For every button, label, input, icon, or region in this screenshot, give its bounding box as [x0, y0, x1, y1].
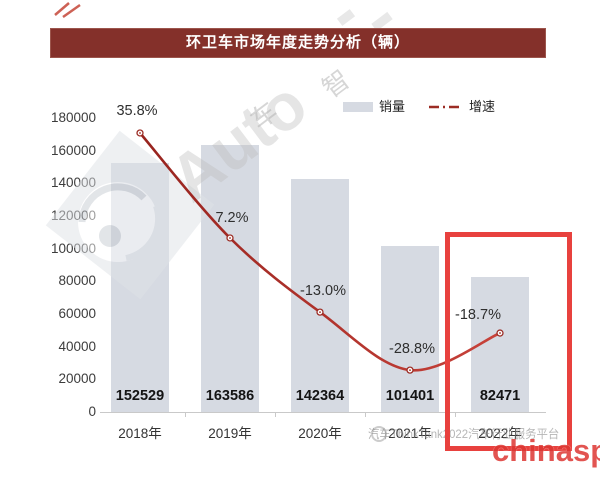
bar-value-label: 163586: [205, 388, 255, 404]
legend-growth-label: 增速: [469, 99, 496, 114]
y-axis-tick-label: 20000: [58, 371, 96, 387]
y-axis-tick-label: 160000: [50, 142, 96, 158]
red-logo-fragment-icon: [54, 2, 81, 19]
cn-watermark-char-2: 智: [316, 63, 356, 104]
strip-logo-icon: [371, 426, 387, 442]
watermark-fragment: [336, 9, 356, 26]
y-axis-tick-label: 40000: [58, 338, 96, 354]
x-axis-label-2020年: 2020年: [298, 426, 342, 441]
y-axis-tick-label: 60000: [58, 306, 96, 321]
y-axis-tick-label: 180000: [50, 110, 96, 125]
chart-title: 环卫车市场年度走势分析（辆）: [50, 28, 546, 58]
legend-growth-swatch-icon: [429, 101, 464, 113]
x-axis-label-2019年: 2019年: [208, 426, 252, 441]
growth-point-label: -28.8%: [389, 341, 435, 358]
x-axis-label-2018年: 2018年: [118, 426, 162, 441]
legend-sales-label: 销量: [379, 99, 406, 114]
x-axis-tick: [455, 413, 456, 417]
y-axis-tick-label: 80000: [58, 273, 96, 289]
bar-value-label: 82471: [479, 388, 521, 404]
bar-value-label: 101401: [385, 388, 435, 404]
bottom-watermark-text: 汽车ThinkTank2022汽车行业服务平台: [368, 427, 560, 441]
legend-sales-swatch-icon: [343, 102, 373, 112]
x-axis-label-2022年: 2022年: [478, 426, 522, 441]
bar-value-label: 152529: [115, 388, 165, 404]
bar-value-label: 142364: [295, 388, 345, 404]
x-axis-line: [100, 412, 546, 413]
x-axis-tick: [185, 413, 186, 417]
chinaspv-watermark-text: chinaspv: [492, 433, 600, 468]
growth-point-label: 7.2%: [215, 209, 249, 226]
highlight-box-2022: [445, 232, 572, 451]
y-axis-tick-label: 0: [88, 404, 96, 419]
growth-point-label: -13.0%: [300, 283, 346, 300]
legend: 销量 增速: [343, 99, 496, 114]
growth-point-label: 35.8%: [116, 102, 158, 119]
x-axis-tick: [365, 413, 366, 417]
x-axis-tick: [275, 413, 276, 417]
x-axis-label-2021年: 2021年: [388, 426, 432, 441]
